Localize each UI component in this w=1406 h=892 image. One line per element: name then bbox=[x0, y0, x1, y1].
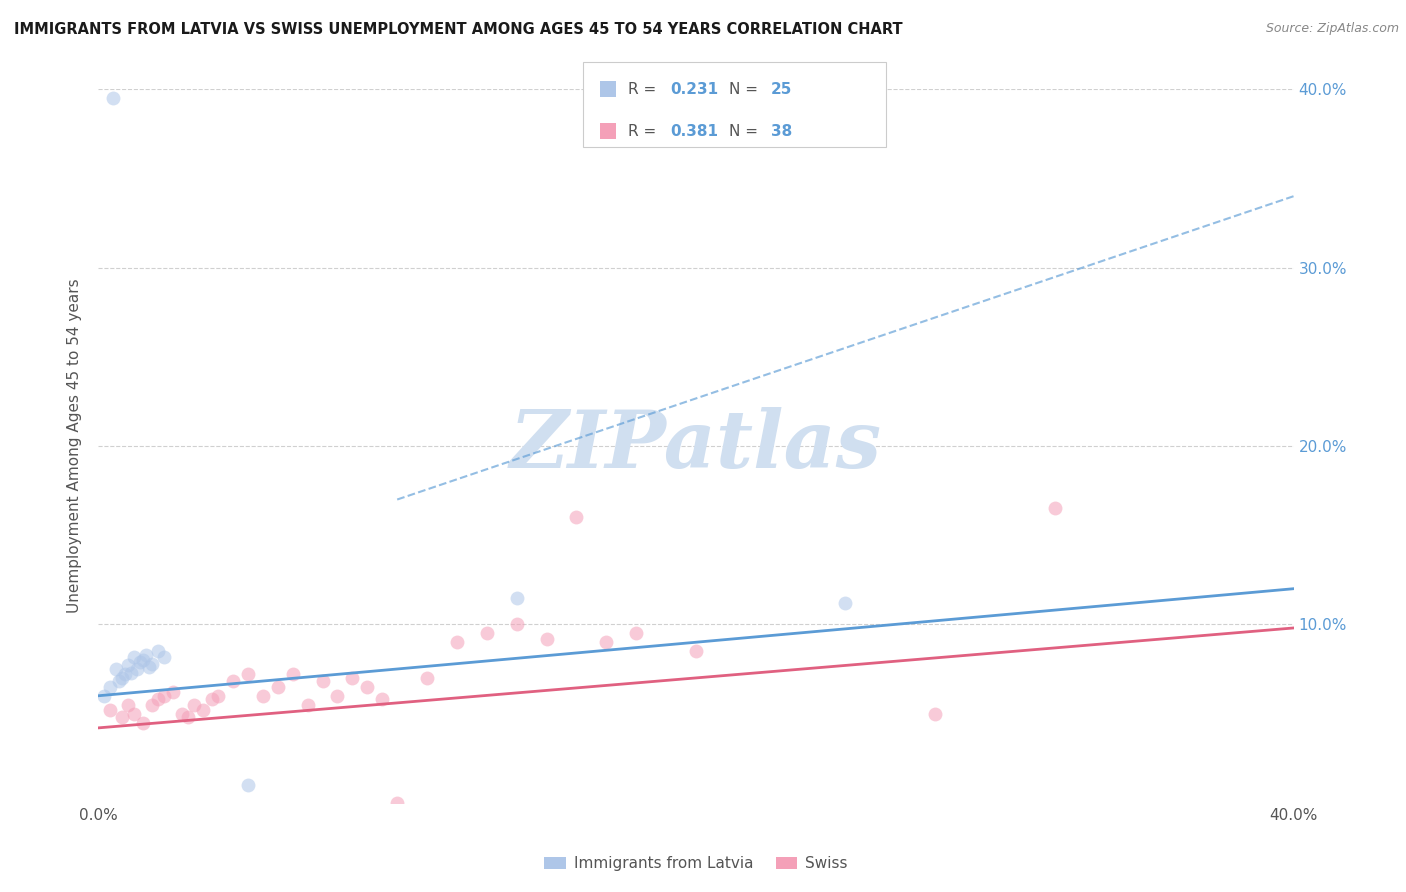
Point bbox=[626, 626, 648, 640]
Point bbox=[565, 510, 588, 524]
Point bbox=[127, 662, 149, 676]
Point bbox=[100, 703, 122, 717]
Point bbox=[236, 667, 259, 681]
Point bbox=[132, 715, 155, 730]
Point bbox=[172, 706, 194, 721]
Point bbox=[132, 653, 155, 667]
Point bbox=[356, 680, 378, 694]
Point bbox=[105, 662, 128, 676]
Point bbox=[297, 698, 319, 712]
Point bbox=[111, 671, 134, 685]
Point bbox=[148, 692, 170, 706]
Point bbox=[371, 692, 394, 706]
Point bbox=[117, 698, 139, 712]
Point bbox=[135, 648, 157, 662]
Point bbox=[222, 674, 245, 689]
Point bbox=[129, 655, 152, 669]
Point bbox=[124, 706, 146, 721]
Text: N =: N = bbox=[728, 82, 763, 96]
Point bbox=[685, 644, 707, 658]
Text: R =: R = bbox=[627, 82, 661, 96]
Point bbox=[177, 710, 200, 724]
Point bbox=[93, 689, 115, 703]
Point bbox=[148, 644, 170, 658]
Point bbox=[595, 635, 617, 649]
Point bbox=[281, 667, 304, 681]
Text: R =: R = bbox=[627, 124, 661, 138]
Point bbox=[506, 617, 529, 632]
Text: 0.231: 0.231 bbox=[669, 82, 718, 96]
Point bbox=[124, 649, 146, 664]
Point bbox=[141, 698, 163, 712]
Point bbox=[252, 689, 274, 703]
Text: Source: ZipAtlas.com: Source: ZipAtlas.com bbox=[1265, 22, 1399, 36]
Point bbox=[201, 692, 224, 706]
Point bbox=[153, 649, 176, 664]
Text: 38: 38 bbox=[770, 124, 793, 138]
Point bbox=[100, 680, 122, 694]
Point bbox=[236, 778, 259, 792]
Point bbox=[162, 685, 184, 699]
Point bbox=[108, 674, 131, 689]
Point bbox=[153, 689, 176, 703]
Point bbox=[207, 689, 229, 703]
Point bbox=[342, 671, 364, 685]
Point bbox=[1043, 501, 1066, 516]
Point bbox=[536, 632, 558, 646]
Point bbox=[475, 626, 498, 640]
Point bbox=[114, 667, 136, 681]
Point bbox=[506, 591, 529, 605]
Text: ZIPatlas: ZIPatlas bbox=[510, 408, 882, 484]
Point bbox=[326, 689, 349, 703]
Text: 25: 25 bbox=[770, 82, 793, 96]
Point bbox=[385, 796, 409, 810]
Point bbox=[446, 635, 468, 649]
Text: 0.381: 0.381 bbox=[669, 124, 718, 138]
Legend: Immigrants from Latvia, Swiss: Immigrants from Latvia, Swiss bbox=[538, 850, 853, 877]
Point bbox=[924, 706, 946, 721]
Point bbox=[111, 710, 134, 724]
Point bbox=[117, 658, 139, 673]
Point bbox=[141, 657, 163, 671]
Point bbox=[103, 91, 125, 105]
Text: N =: N = bbox=[728, 124, 763, 138]
Point bbox=[267, 680, 290, 694]
Point bbox=[416, 671, 439, 685]
Y-axis label: Unemployment Among Ages 45 to 54 years: Unemployment Among Ages 45 to 54 years bbox=[67, 278, 83, 614]
Point bbox=[120, 665, 142, 680]
Text: IMMIGRANTS FROM LATVIA VS SWISS UNEMPLOYMENT AMONG AGES 45 TO 54 YEARS CORRELATI: IMMIGRANTS FROM LATVIA VS SWISS UNEMPLOY… bbox=[14, 22, 903, 37]
Point bbox=[191, 703, 214, 717]
Point bbox=[834, 596, 856, 610]
Point bbox=[183, 698, 205, 712]
Point bbox=[311, 674, 333, 689]
Point bbox=[138, 660, 160, 674]
